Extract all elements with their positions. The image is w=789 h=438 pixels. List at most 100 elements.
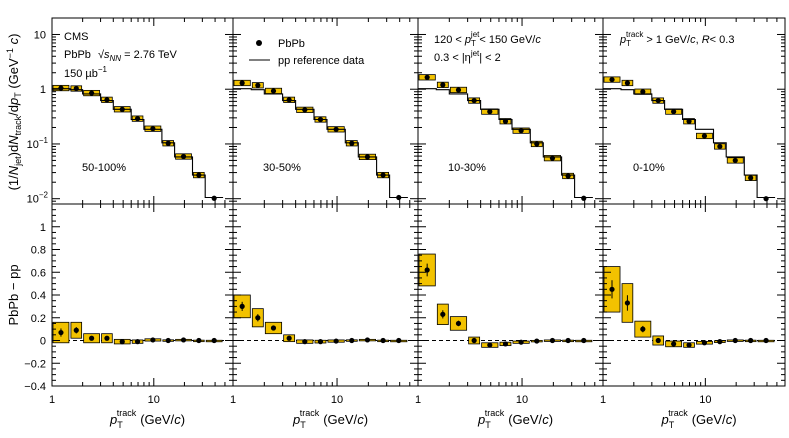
x-tick-label: 1 (230, 394, 236, 406)
difference-point (640, 326, 646, 332)
difference-point (549, 337, 556, 344)
pbpb-point (58, 85, 64, 91)
pbpb-point (270, 88, 277, 94)
centrality-label: 10-30% (448, 162, 486, 174)
difference-point (134, 339, 141, 345)
pbpb-point (671, 109, 677, 115)
pbpb-point (396, 194, 402, 201)
pbpb-point (119, 106, 125, 112)
pbpb-point (73, 85, 79, 92)
pbpb-point (333, 126, 339, 132)
difference-point (609, 286, 615, 292)
jet-eta-cut: 0.3 < |η (434, 52, 471, 64)
x-tick-label: 10 (516, 394, 528, 406)
difference-point (286, 335, 292, 341)
difference-point (671, 341, 677, 347)
pp-reference-line (52, 88, 224, 199)
difference-point (732, 337, 738, 344)
pp-reference-line (603, 88, 776, 199)
difference-point (686, 342, 692, 348)
difference-point (424, 267, 430, 273)
pbpb-point (104, 97, 110, 103)
comma: , (696, 34, 702, 46)
experiment-label: CMS (64, 31, 88, 43)
track-cut: > 1 GeV/ (646, 34, 691, 46)
radius-symbol: R (702, 34, 710, 46)
track-c-symbol: c (690, 34, 696, 46)
spectrum-panel-1: 50-100% (51, 17, 234, 205)
top-y-tick-label: 10−2 (27, 191, 49, 206)
x-axis-title: pTtrack (GeV/c) (660, 408, 736, 430)
pbpb-point (211, 195, 217, 201)
lumi-value: 150 µb (64, 68, 98, 80)
difference-frame (51, 203, 234, 387)
difference-point (270, 325, 277, 331)
pt-sup: jet (470, 30, 480, 39)
difference-point (380, 337, 386, 344)
pbpb-point (455, 87, 462, 93)
pbpb-point (732, 157, 738, 164)
pbpb-point (609, 76, 615, 83)
spectrum-frame (51, 17, 234, 205)
top-y-tick-label: 10−1 (27, 136, 49, 151)
difference-panel-1 (51, 203, 234, 387)
bottom-y-tick-label: 0 (40, 336, 46, 348)
pp-reference-line (418, 88, 593, 199)
jet-eta-cut-label: 0.3 < |ηjet| < 2 (434, 49, 501, 64)
difference-point (119, 339, 125, 345)
difference-point (748, 337, 754, 344)
spectrum-panel-4: 0-10% (602, 17, 786, 205)
difference-point (58, 329, 64, 336)
equals-sign: = (121, 49, 134, 61)
difference-point (440, 311, 446, 317)
bottom-y-tick-label: 0.4 (31, 290, 46, 302)
top-y-tick-label: 10 (34, 29, 46, 41)
legend: PbPb pp reference data (249, 38, 365, 67)
spectra-row: 50-100% 30-50% 10-30% 0-10% (51, 17, 786, 205)
difference-point (701, 340, 708, 346)
pbpb-point (440, 82, 446, 88)
bottom-y-tick-label: 0.6 (31, 267, 46, 279)
centrality-label: 50-100% (82, 162, 126, 174)
difference-point (317, 339, 324, 345)
pbpb-point (534, 141, 540, 147)
pbpb-point (624, 80, 631, 86)
lumi-exp: −1 (98, 65, 108, 74)
x-axis-title: pTtrack (GeV/c) (477, 408, 553, 430)
x-axis-title: pTtrack (GeV/c) (292, 408, 368, 430)
centrality-label: 0-10% (633, 162, 665, 174)
centrality-label: 30-50% (263, 162, 301, 174)
radius-cut: < 0.3 (710, 34, 735, 46)
bottom-y-tick-label: 0.8 (31, 245, 46, 257)
difference-panel-3 (417, 203, 604, 387)
system-energy-label: PbPb √sNN = 2.76 TeV (64, 49, 178, 63)
pbpb-point (89, 90, 95, 96)
pbpb-point (349, 140, 355, 146)
eta-sup: jet (470, 49, 480, 58)
pbpb-point (165, 140, 171, 146)
x-axis-title: pTtrack (GeV/c) (109, 408, 185, 430)
x-tick-label: 1 (415, 394, 421, 406)
difference-frame (417, 203, 604, 387)
difference-point (502, 341, 509, 347)
legend-pbpb-marker (256, 40, 262, 46)
bottom-y-tick-label: −0.4 (24, 381, 46, 393)
legend-pp-label: pp reference data (278, 55, 365, 67)
difference-point (655, 337, 661, 344)
pbpb-point (317, 116, 324, 123)
pbpb-point (502, 118, 509, 124)
pbpb-point (701, 133, 708, 139)
difference-point (150, 337, 156, 343)
difference-point (455, 320, 462, 327)
c-symbol: c (535, 34, 541, 46)
pt-symbol: p (464, 34, 471, 46)
difference-point (763, 337, 769, 344)
system-label: PbPb (64, 49, 91, 61)
difference-point (624, 300, 631, 306)
x-tick-label: 1 (49, 394, 55, 406)
difference-point (165, 337, 171, 344)
difference-point (487, 342, 493, 348)
difference-point (89, 335, 95, 341)
pbpb-point (549, 155, 556, 161)
